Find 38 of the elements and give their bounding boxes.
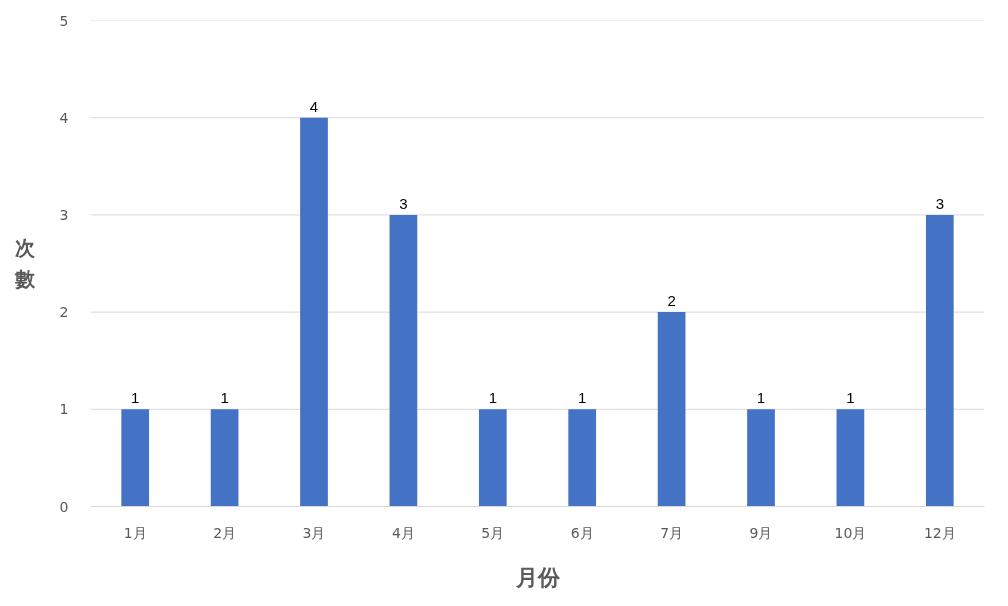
x-tick-label: 2月 [213, 524, 237, 541]
bar [925, 214, 954, 507]
y-tick-label: 2 [59, 304, 69, 321]
y-tick-label: 1 [59, 401, 69, 418]
data-label: 1 [578, 389, 587, 407]
y-tick-label: 4 [59, 109, 69, 126]
x-tick-label: 1月 [123, 524, 147, 541]
data-label: 2 [667, 292, 676, 310]
bar [478, 409, 507, 507]
data-label: 1 [220, 389, 229, 407]
bar [747, 409, 775, 507]
x-tick-label: 7月 [660, 524, 684, 541]
bar [210, 409, 239, 507]
bar [389, 214, 418, 507]
y-tick-label: 0 [59, 498, 69, 515]
x-tick-label: 12月 [923, 524, 956, 541]
y-axis-title: 次數 [13, 235, 36, 292]
x-tick-label: 10月 [834, 524, 867, 541]
bar [657, 312, 686, 507]
bar [300, 117, 328, 507]
x-tick-label: 3月 [302, 524, 326, 541]
x-tick-label: 5月 [481, 524, 505, 541]
x-axis-title: 月份 [514, 563, 561, 590]
data-label: 1 [131, 389, 140, 407]
data-label: 1 [846, 389, 855, 407]
data-label: 4 [309, 97, 319, 115]
y-tick-label: 3 [59, 206, 69, 223]
data-label: 3 [935, 194, 944, 212]
bar [836, 409, 865, 507]
x-tick-label: 4月 [391, 524, 415, 541]
y-tick-label: 5 [59, 12, 69, 29]
x-tick-label: 9月 [749, 524, 773, 541]
data-label: 1 [756, 389, 766, 407]
bar [568, 409, 597, 507]
data-label: 1 [488, 389, 497, 407]
data-label: 3 [399, 194, 408, 212]
bar [121, 409, 150, 507]
x-tick-label: 6月 [570, 524, 594, 541]
